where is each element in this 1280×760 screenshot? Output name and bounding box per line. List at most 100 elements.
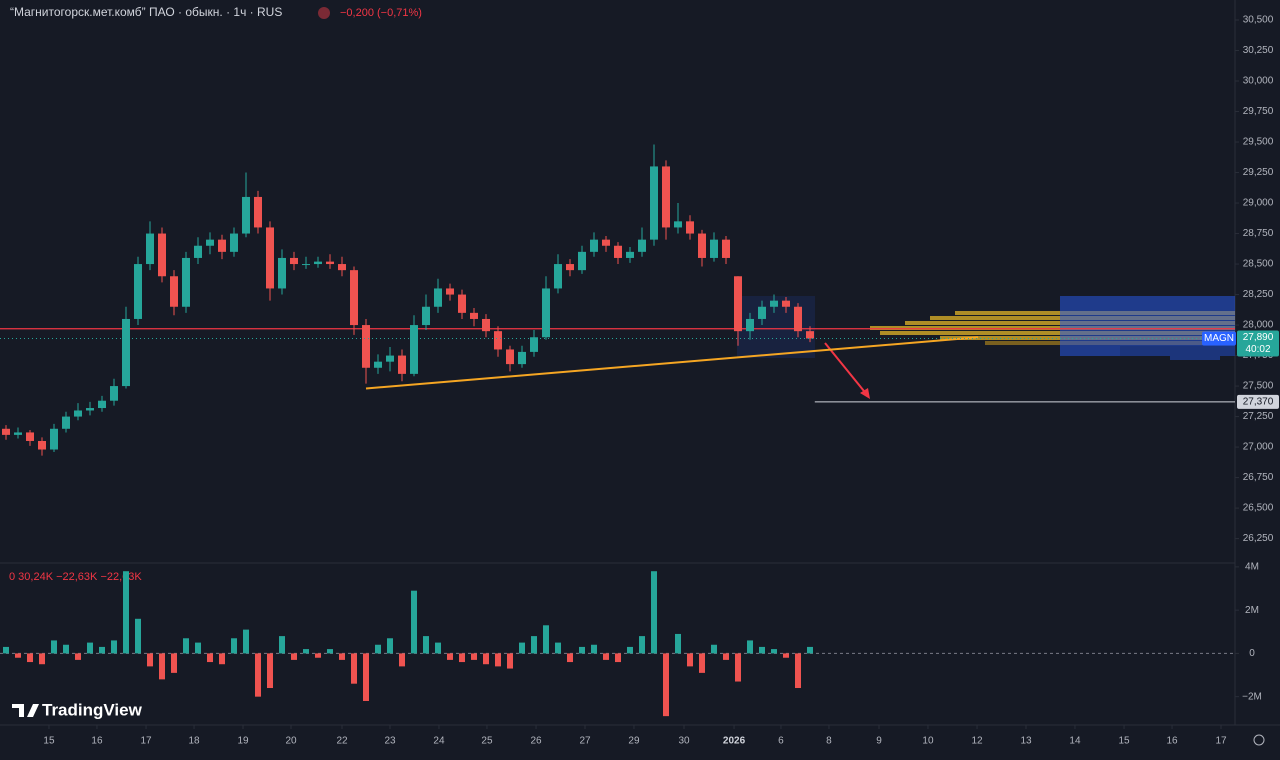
volume-bar xyxy=(567,653,573,663)
volume-bar xyxy=(51,640,57,654)
volume-tick-label: −2M xyxy=(1242,691,1262,702)
settings-icon[interactable] xyxy=(1253,734,1265,746)
volume-bar xyxy=(423,636,429,654)
candle-body xyxy=(494,331,502,350)
candle-body xyxy=(134,264,142,319)
volume-bar xyxy=(411,590,417,654)
profile-bar xyxy=(880,331,1235,335)
x-tick-label: 16 xyxy=(91,736,103,747)
candle-body xyxy=(62,416,70,429)
volume-bar xyxy=(39,653,45,665)
countdown: 40:02 xyxy=(1245,344,1270,355)
candle-body xyxy=(602,239,610,246)
candle-body xyxy=(722,239,730,258)
x-tick-label: 27 xyxy=(579,736,591,747)
candle-body xyxy=(758,306,766,319)
x-tick-label: 15 xyxy=(43,736,55,747)
volume-bar xyxy=(195,642,201,654)
x-tick-label: 12 xyxy=(971,736,983,747)
volume-bar xyxy=(147,653,153,667)
candle-body xyxy=(578,251,586,271)
y-tick-label: 26,500 xyxy=(1243,503,1274,514)
candle-body xyxy=(326,261,334,265)
candle-body xyxy=(614,245,622,258)
volume-bar xyxy=(63,644,69,654)
candle-body xyxy=(242,196,250,234)
candle-body xyxy=(566,264,574,271)
candle-body xyxy=(710,239,718,258)
volume-bar xyxy=(555,642,561,654)
y-tick-label: 29,750 xyxy=(1243,106,1274,117)
x-tick-label: 17 xyxy=(140,736,152,747)
volume-tick-label: 4M xyxy=(1245,562,1259,573)
x-tick-label: 20 xyxy=(285,736,297,747)
volume-bar xyxy=(351,653,357,684)
volume-bar xyxy=(699,653,705,673)
last-price-label: 27,890 xyxy=(1243,332,1274,343)
volume-bar xyxy=(207,653,213,663)
x-tick-label: 14 xyxy=(1069,736,1081,747)
volume-bar xyxy=(231,638,237,654)
candle-body xyxy=(158,233,166,277)
volume-bar xyxy=(651,571,657,654)
profile-bar xyxy=(1170,356,1220,360)
candle-body xyxy=(290,257,298,265)
volume-bar xyxy=(27,653,33,663)
y-tick-label: 28,500 xyxy=(1243,259,1274,270)
volume-bar xyxy=(771,649,777,654)
y-tick-label: 28,000 xyxy=(1243,320,1274,331)
volume-bar xyxy=(627,646,633,654)
volume-bar xyxy=(111,640,117,654)
x-tick-label: 30 xyxy=(678,736,690,747)
x-tick-label: 25 xyxy=(481,736,493,747)
volume-bar xyxy=(255,653,261,697)
candle-body xyxy=(218,239,226,252)
volume-bar xyxy=(315,653,321,658)
volume-bar xyxy=(735,653,741,682)
symbol-tag xyxy=(1202,331,1236,346)
volume-bar xyxy=(495,653,501,667)
candle-body xyxy=(146,233,154,265)
volume-bar xyxy=(531,636,537,654)
profile-bar xyxy=(870,326,1235,330)
volume-bar xyxy=(795,653,801,689)
volume-bar xyxy=(267,653,273,689)
volume-legend: 0 30,24K −22,63K −22,63K xyxy=(9,571,142,583)
x-tick-label: 24 xyxy=(433,736,445,747)
candle-body xyxy=(98,400,106,409)
volume-profile xyxy=(870,296,1235,360)
profile-bar xyxy=(905,321,1235,325)
volume-bar xyxy=(303,649,309,654)
candle-body xyxy=(482,318,490,332)
volume-bar xyxy=(123,571,129,654)
volume-bar xyxy=(687,653,693,667)
symbol-title: “Магнитогорск.мет.комб” ПАО · обыкн. · 1… xyxy=(10,5,282,19)
volume-bar xyxy=(87,642,93,654)
volume-bar xyxy=(183,638,189,654)
candle-body xyxy=(650,166,658,240)
candle-body xyxy=(770,300,778,307)
y-tick-label: 30,500 xyxy=(1243,15,1274,26)
candle-body xyxy=(386,355,394,362)
volume-tick-label: 0 xyxy=(1249,648,1255,659)
target-tag xyxy=(1237,394,1279,409)
profile-bar xyxy=(930,316,1235,320)
profile-bar xyxy=(940,336,1235,340)
volume-bar xyxy=(759,646,765,654)
candle-body xyxy=(554,264,562,289)
candle-body xyxy=(14,432,22,435)
volume-bar xyxy=(471,653,477,660)
x-tick-label: 17 xyxy=(1215,736,1227,747)
candle-body xyxy=(194,245,202,258)
volume-bar xyxy=(171,653,177,673)
candle-body xyxy=(626,251,634,258)
candle-body xyxy=(278,257,286,289)
volume-bar xyxy=(435,642,441,654)
volume-bar xyxy=(447,653,453,660)
candle-body xyxy=(530,337,538,352)
x-tick-label: 23 xyxy=(384,736,396,747)
candle-body xyxy=(38,440,46,450)
candle-body xyxy=(398,355,406,374)
profile-bar xyxy=(955,311,1235,315)
